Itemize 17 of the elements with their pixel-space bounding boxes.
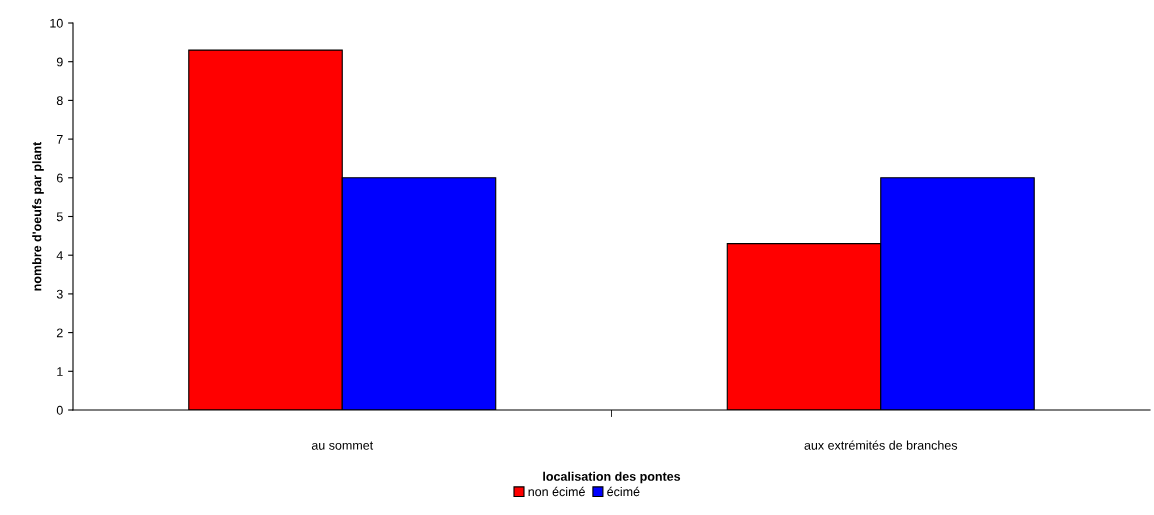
y-tick-label: 1 [57,367,63,376]
y-tick-label: 3 [56,289,63,299]
y-tick-label: 8 [56,96,63,106]
y-tick-label: 5 [56,212,63,222]
legend-label: non écimé [528,486,585,497]
y-tick-label: 4 [56,251,63,260]
y-tick-label: 2 [56,328,63,338]
legend-label: écimé [607,486,640,497]
y-tick-label: 0 [56,405,63,415]
y-tick-label: 9 [56,57,63,67]
x-tick-label: au sommet [311,441,374,450]
x-axis-title: localisation des pontes [543,471,681,484]
y-tick-label: 10 [50,18,63,28]
x-tick-label: aux extrémités de branches [804,440,958,450]
y-tick-label: 7 [56,135,63,144]
y-axis-title: nombre d'oeufs par plant [32,141,44,291]
y-tick-label: 6 [56,173,63,183]
